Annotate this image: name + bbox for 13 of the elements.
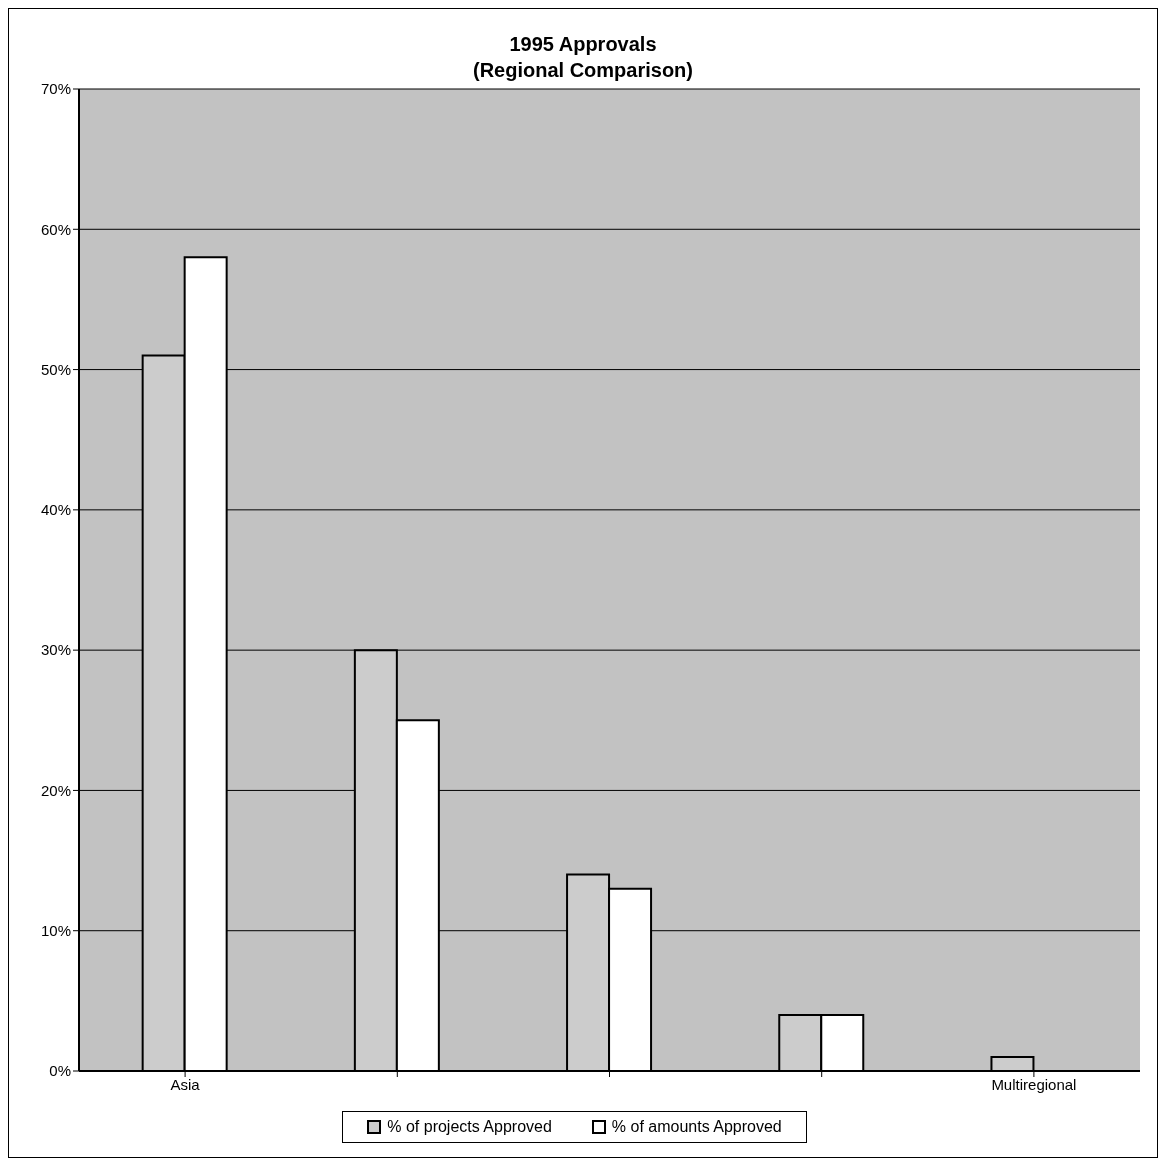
x-tick-label: Multiregional (991, 1075, 1077, 1093)
chart-title: 1995 Approvals (Regional Comparison) (472, 32, 694, 81)
y-tick-label: 20% (40, 781, 71, 799)
legend-label: % of projects Approved (387, 1118, 552, 1136)
y-tick-label: 60% (40, 220, 71, 238)
legend-label: % of amounts Approved (611, 1118, 782, 1136)
y-tick-label: 0% (49, 1062, 71, 1080)
y-tick-label: 70% (40, 80, 71, 98)
y-tick-label: 50% (40, 360, 71, 378)
y-tick-label: 40% (40, 501, 71, 519)
x-tick-label: Asia (170, 1075, 201, 1093)
y-tick-label: 10% (40, 922, 71, 940)
y-tick-label: 30% (40, 641, 71, 659)
